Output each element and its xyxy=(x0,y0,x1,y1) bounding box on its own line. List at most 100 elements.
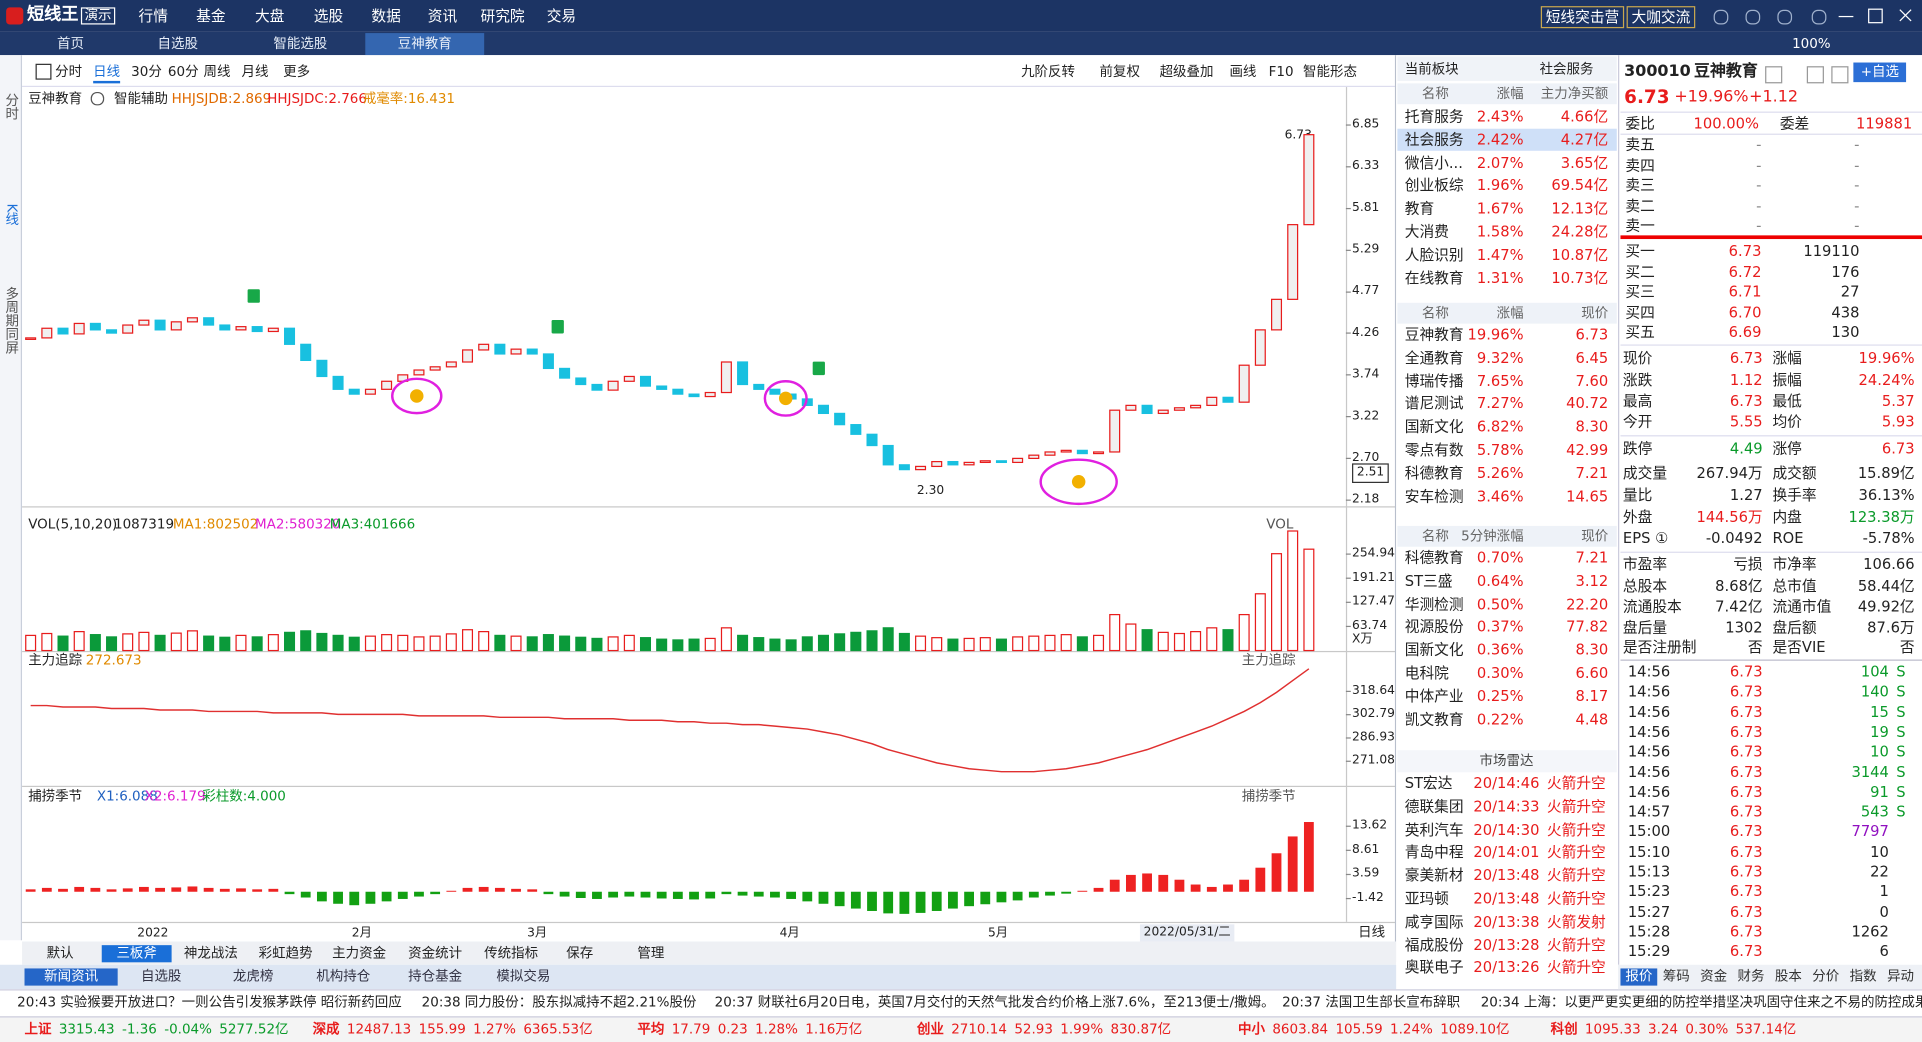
row-name[interactable]: 大消费 xyxy=(1404,223,1449,241)
indicator-tab[interactable]: 主力资金 xyxy=(332,945,387,962)
row-name[interactable]: 社会服务 xyxy=(1404,130,1464,149)
sector-column xyxy=(1396,55,1619,965)
top-button[interactable]: 大咖交流 xyxy=(1626,6,1696,29)
period-tab[interactable]: 更多 xyxy=(283,63,311,80)
quote-tab[interactable]: 异动 xyxy=(1887,968,1915,985)
row-name[interactable]: 微信小... xyxy=(1404,153,1463,172)
news-item[interactable]: 20:34 上海：以更严更实更细的防控举措坚决巩固守住来之不易的防控成果 xyxy=(1480,994,1922,1011)
period-tab[interactable]: 分时 xyxy=(55,63,83,80)
radar-stock[interactable]: ST宏达 xyxy=(1404,774,1453,792)
tool-button[interactable]: 画线 xyxy=(1229,63,1257,80)
tool-button[interactable]: F10 xyxy=(1268,63,1294,80)
top-button[interactable]: 短线突击营 xyxy=(1540,6,1625,29)
season-tick-label: -1.42 xyxy=(1352,891,1384,905)
quote-tab[interactable]: 分价 xyxy=(1812,968,1840,985)
row-name[interactable]: 全通教育 xyxy=(1404,349,1464,367)
row-name[interactable]: 国新文化 xyxy=(1404,641,1464,659)
quote-tab[interactable]: 报价 xyxy=(1620,968,1658,986)
tab-label[interactable]: 豆神教育 xyxy=(397,35,452,52)
quote-tab[interactable]: 资金 xyxy=(1700,968,1728,985)
tool-button[interactable]: 前复权 xyxy=(1099,63,1140,80)
sidebar-tab[interactable]: K线 xyxy=(3,203,20,226)
indicator-tab[interactable]: 保存 xyxy=(566,945,594,962)
row-name[interactable]: 谱尼测试 xyxy=(1404,395,1464,413)
row-name[interactable]: 华测检测 xyxy=(1404,595,1464,613)
news-tab[interactable]: 自选股 xyxy=(140,968,182,985)
row-name[interactable]: 电科院 xyxy=(1404,664,1449,682)
sidebar-tab[interactable]: 多周期同屏 xyxy=(3,286,20,355)
row-name[interactable]: 托育服务 xyxy=(1404,107,1464,126)
news-item[interactable]: 20:37 财联社6月20日电，英国7月交付的天然气批发合约价格上涨7.6%，至… xyxy=(714,994,1275,1011)
period-tab[interactable]: 日线 xyxy=(93,64,121,84)
menu-item[interactable]: 行情 xyxy=(138,7,168,25)
menu-item[interactable]: 大盘 xyxy=(254,7,285,25)
sidebar-tab[interactable]: 分时 xyxy=(3,93,20,121)
row-name[interactable]: 中体产业 xyxy=(1404,687,1464,705)
quote-tab[interactable]: 指数 xyxy=(1849,968,1877,985)
indicator-tab[interactable]: 默认 xyxy=(46,945,74,962)
tool-button[interactable]: 超级叠加 xyxy=(1159,63,1214,80)
menu-item[interactable]: 数据 xyxy=(371,7,401,25)
period-tab[interactable]: 月线 xyxy=(241,63,269,80)
radar-stock[interactable]: 德联集团 xyxy=(1404,797,1464,815)
row-name[interactable]: 凯文教育 xyxy=(1404,710,1464,728)
row-name[interactable]: 教育 xyxy=(1404,200,1435,218)
radar-stock[interactable]: 英利汽车 xyxy=(1404,820,1464,839)
quote-tab[interactable]: 筹码 xyxy=(1662,968,1690,985)
period-tab[interactable]: 周线 xyxy=(203,63,231,80)
period-tab[interactable]: 60分 xyxy=(167,63,199,80)
add-watchlist-button[interactable]: +自选 xyxy=(1853,62,1907,83)
row-name[interactable]: 国新文化 xyxy=(1404,418,1464,436)
indicator-tab[interactable]: 神龙战法 xyxy=(183,945,238,962)
news-tab[interactable]: 模拟交易 xyxy=(496,968,551,985)
row-name[interactable]: 人脸识别 xyxy=(1404,246,1464,264)
indicator-tab[interactable]: 三板斧 xyxy=(101,945,172,963)
indicator-tab[interactable]: 资金统计 xyxy=(408,945,463,962)
quote-tab[interactable]: 财务 xyxy=(1737,968,1765,985)
row-name[interactable]: 在线教育 xyxy=(1404,269,1464,287)
indicator-tab[interactable]: 传统指标 xyxy=(484,945,539,962)
news-tab[interactable]: 持仓基金 xyxy=(408,968,463,985)
news-tab[interactable]: 龙虎榜 xyxy=(232,968,274,985)
indicator-tab[interactable]: 彩虹趋势 xyxy=(258,945,313,962)
period-tab[interactable]: 30分 xyxy=(131,63,162,80)
radar-stock[interactable]: 奥联电子 xyxy=(1404,959,1464,977)
row-name[interactable]: 视源股份 xyxy=(1404,618,1464,636)
indicator-tab[interactable]: 管理 xyxy=(637,945,665,962)
row-name[interactable]: 安车检测 xyxy=(1404,487,1464,505)
row-name[interactable]: ST三盛 xyxy=(1404,572,1453,590)
news-tab[interactable]: 新闻资讯 xyxy=(24,968,118,986)
tool-button[interactable]: 智能形态 xyxy=(1302,63,1357,80)
radar-stock[interactable]: 青岛中程 xyxy=(1404,843,1464,862)
tab-label[interactable]: 自选股 xyxy=(157,35,198,52)
index-quote[interactable]: 平均 17.79 0.23 1.28% 1.16万亿 xyxy=(637,1021,862,1038)
news-item[interactable]: 20:43 实验猴要开放进口？一则公告引发猴茅跌停 昭衍新药回应 xyxy=(17,994,402,1011)
quote-tab[interactable]: 股本 xyxy=(1774,968,1802,985)
tool-button[interactable]: 九阶反转 xyxy=(1021,63,1076,80)
radar-stock[interactable]: 咸亨国际 xyxy=(1404,913,1464,931)
radar-stock[interactable]: 豪美新材 xyxy=(1404,866,1464,885)
menu-item[interactable]: 选股 xyxy=(313,7,344,25)
radar-stock[interactable]: 亚玛顿 xyxy=(1404,889,1449,908)
index-quote[interactable]: 中小 8603.84 105.59 1.24% 1089.10亿 xyxy=(1238,1021,1509,1038)
index-quote[interactable]: 创业 2710.14 52.93 1.99% 830.87亿 xyxy=(917,1021,1171,1038)
row-name[interactable]: 创业板综 xyxy=(1404,177,1464,195)
menu-item[interactable]: 研究院 xyxy=(480,7,525,25)
row-name[interactable]: 博瑞传播 xyxy=(1404,372,1464,390)
menu-item[interactable]: 资讯 xyxy=(427,7,458,25)
news-item[interactable]: 20:37 法国卫生部长宣布辞职 xyxy=(1282,994,1461,1011)
row-name[interactable]: 豆神教育 xyxy=(1404,326,1464,344)
tab-label[interactable]: 智能选股 xyxy=(273,35,328,52)
menu-item[interactable]: 交易 xyxy=(546,7,577,25)
row-name[interactable]: 零点有数 xyxy=(1404,441,1464,459)
row-name[interactable]: 科德教育 xyxy=(1404,464,1464,482)
index-quote[interactable]: 上证 3315.43 -1.36 -0.04% 5277.52亿 xyxy=(25,1021,289,1038)
menu-item[interactable]: 基金 xyxy=(196,7,226,25)
row-name[interactable]: 科德教育 xyxy=(1404,549,1464,567)
index-quote[interactable]: 深成 12487.13 155.99 1.27% 6365.53亿 xyxy=(313,1021,593,1038)
news-item[interactable]: 20:38 同力股份：股东拟减持不超2.21%股份 xyxy=(421,994,697,1011)
tab-label[interactable]: 首页 xyxy=(56,35,84,52)
index-quote[interactable]: 科创 1095.33 3.24 0.30% 537.14亿 xyxy=(1551,1021,1797,1038)
radar-stock[interactable]: 福成股份 xyxy=(1404,936,1464,954)
news-tab[interactable]: 机构持仓 xyxy=(316,968,371,985)
